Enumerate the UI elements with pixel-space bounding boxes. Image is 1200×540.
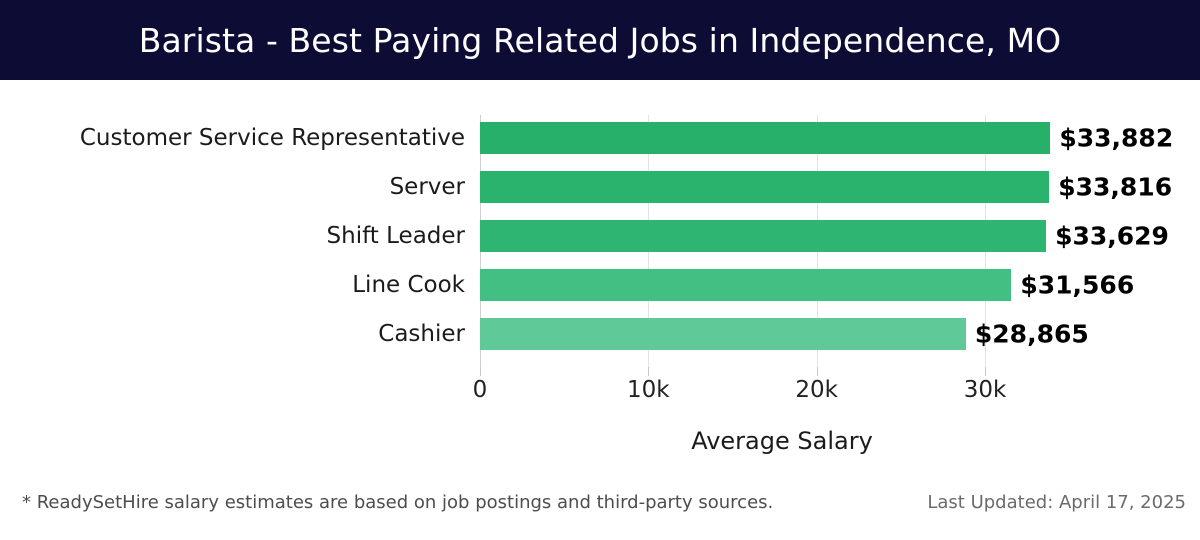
bar-value-label: $31,566 [1020, 270, 1135, 299]
category-label: Customer Service Representative [79, 124, 465, 151]
category-label: Shift Leader [326, 222, 465, 249]
category-label: Line Cook [352, 271, 465, 298]
bar-value-label: $33,816 [1058, 172, 1173, 201]
x-tick-mark [480, 367, 481, 376]
x-tick-label: 10k [627, 377, 670, 403]
chart-footer: * ReadySetHire salary estimates are base… [0, 492, 1200, 540]
chart-bar-row[interactable]: Server $33,816 [0, 162, 1200, 211]
chart-bar[interactable] [480, 268, 1012, 301]
x-tick-label: 20k [795, 377, 838, 403]
x-tick-label: 0 [472, 377, 488, 403]
bar-value-label: $33,629 [1055, 221, 1169, 250]
footer-disclaimer: * ReadySetHire salary estimates are base… [22, 492, 774, 513]
chart-bar-row[interactable]: Cashier $28,865 [0, 309, 1200, 358]
chart-header-bar: Barista - Best Paying Related Jobs in In… [0, 0, 1200, 80]
page-title: Barista - Best Paying Related Jobs in In… [138, 20, 1062, 60]
x-axis-title-text: Average Salary [691, 427, 873, 455]
x-tick-mark [985, 367, 986, 376]
bar-value-label: $28,865 [974, 319, 1089, 348]
footer-last-updated: Last Updated: April 17, 2025 [927, 492, 1186, 513]
category-label: Server [389, 173, 465, 200]
chart-bar-row[interactable]: Customer Service Representative $33,882 [0, 113, 1200, 162]
bar-value-label: $33,882 [1059, 123, 1174, 152]
chart-bar[interactable] [480, 317, 966, 350]
chart-bar-row[interactable]: Line Cook $31,566 [0, 260, 1200, 309]
x-tick-label: 30k [963, 377, 1007, 403]
x-tick-mark [816, 367, 818, 376]
x-tick-mark [648, 367, 650, 376]
chart-bar[interactable] [480, 121, 1051, 154]
chart-bar[interactable] [480, 219, 1047, 252]
chart-plot-area: 0 10k 20k 30k Customer Service Representati… [0, 80, 1200, 480]
x-axis-title: Average Salary [0, 427, 1200, 455]
chart-bar[interactable] [480, 170, 1050, 203]
chart-bar-row[interactable]: Shift Leader $33,629 [0, 211, 1200, 260]
category-label: Cashier [378, 320, 465, 347]
